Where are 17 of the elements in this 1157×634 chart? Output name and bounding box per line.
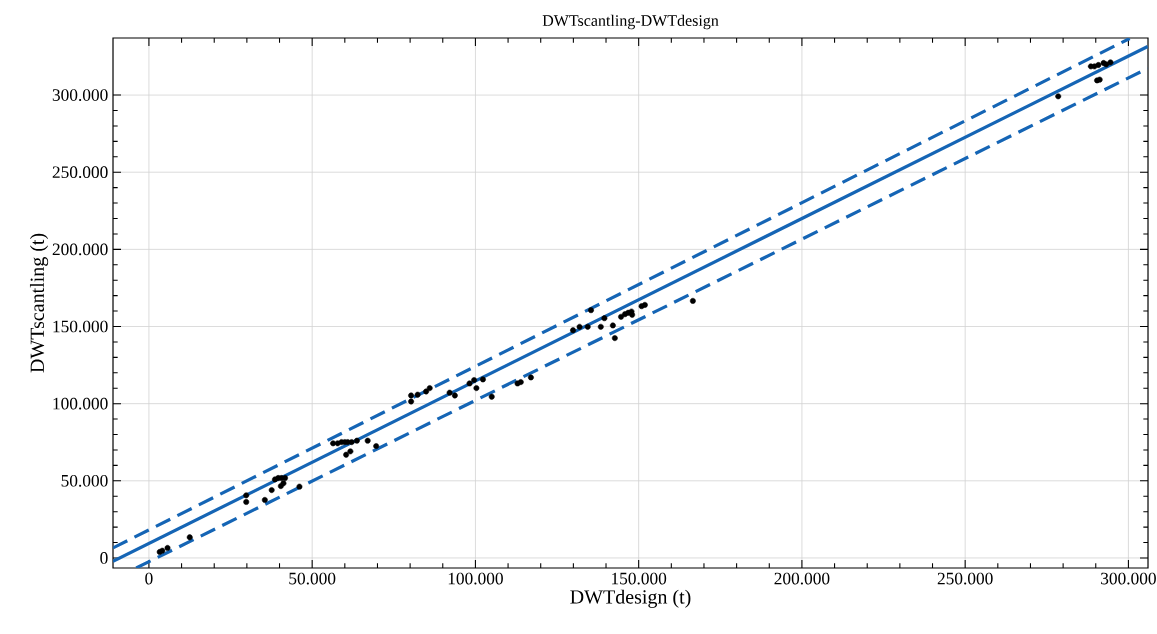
x-tick-label: 100.000 [448, 572, 503, 585]
y-tick-label: 200.000 [52, 243, 108, 256]
y-tick-label: 250.000 [52, 166, 108, 179]
x-tick-label: 200.000 [774, 572, 830, 585]
x-tick-label: 50.000 [289, 572, 336, 585]
x-tick-label: 300.000 [1101, 572, 1156, 585]
y-tick-label: 50.000 [61, 474, 108, 487]
y-tick-label: 300.000 [52, 89, 108, 101]
x-tick-label: 250.000 [937, 572, 993, 585]
x-axis-title: DWTdesign (t) [570, 589, 691, 608]
x-tick-label: 0 [145, 572, 153, 585]
y-axis-title: DWTscantling (t) [29, 233, 49, 373]
y-tick-label: 100.000 [53, 397, 108, 410]
y-tick-label: 0 [100, 552, 108, 564]
y-tick-label: 150.000 [53, 320, 108, 333]
chart-title: DWTscantling-DWTdesign [542, 14, 719, 30]
x-tick-label: 150.000 [612, 572, 667, 585]
